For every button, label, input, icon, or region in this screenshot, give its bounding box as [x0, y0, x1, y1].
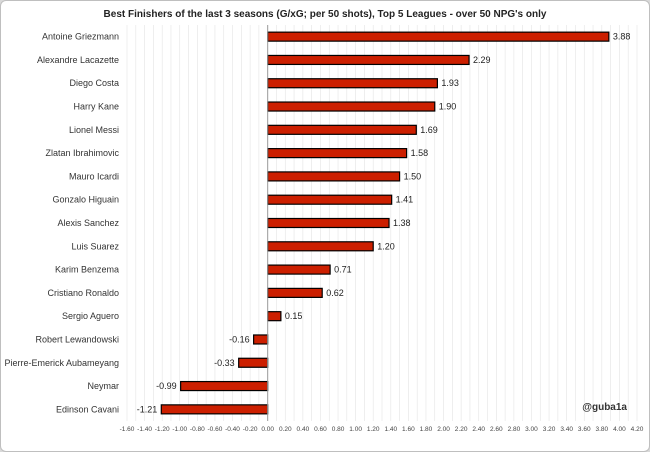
- category-label: Cristiano Ronaldo: [47, 288, 119, 298]
- x-tick-label: 2.60: [490, 426, 503, 433]
- bar: [267, 287, 323, 298]
- value-label: -1.21: [137, 404, 158, 414]
- value-label: 0.62: [326, 288, 344, 298]
- x-tick-label: 3.00: [525, 426, 538, 433]
- category-label: Karim Benzema: [55, 265, 119, 275]
- category-label: Lionel Messi: [69, 125, 119, 135]
- x-tick-label: 2.80: [508, 426, 521, 433]
- x-tick-label: -0.20: [243, 426, 258, 433]
- bar: [267, 264, 331, 275]
- bar: [267, 217, 390, 229]
- x-tick-label: 2.20: [455, 426, 468, 433]
- bar: [267, 124, 417, 135]
- x-tick-label: 1.80: [420, 426, 433, 433]
- chart-title: Best Finishers of the last 3 seasons (G/…: [103, 9, 547, 20]
- category-label: Mauro Icardi: [69, 171, 119, 181]
- bar: [267, 54, 470, 66]
- x-tick-label: 1.60: [402, 426, 415, 433]
- x-tick-label: 2.40: [472, 426, 485, 433]
- value-label: 0.71: [334, 265, 352, 275]
- bar: [267, 31, 610, 42]
- category-label: Diego Costa: [69, 78, 119, 88]
- value-label: 1.38: [393, 218, 411, 228]
- bar: [267, 78, 438, 89]
- x-tick-label: 3.60: [578, 426, 591, 433]
- category-label: Robert Lewandowski: [35, 334, 119, 344]
- category-label: Antoine Griezmann: [42, 32, 119, 42]
- x-tick-label: 3.20: [543, 426, 556, 433]
- value-label: 1.41: [396, 195, 414, 205]
- x-tick-label: 1.20: [367, 426, 380, 433]
- bar: [267, 194, 393, 205]
- bar: [267, 101, 436, 112]
- x-tick-label: 0.60: [314, 426, 327, 433]
- value-label: 3.88: [613, 32, 631, 42]
- category-label: Pierre-Emerick Aubameyang: [4, 358, 119, 368]
- value-label: -0.33: [214, 358, 235, 368]
- value-label: 1.50: [404, 171, 422, 181]
- value-label: 0.15: [285, 311, 303, 321]
- x-tick-label: -0.40: [225, 426, 240, 433]
- bar: [180, 380, 269, 392]
- value-label: 1.90: [439, 102, 457, 112]
- x-tick-label: 4.00: [613, 426, 626, 433]
- bar: [238, 357, 269, 368]
- category-label: Neymar: [87, 381, 119, 391]
- x-tick-label: 0.40: [297, 426, 310, 433]
- x-tick-label: -1.00: [172, 426, 187, 433]
- bar: [267, 171, 401, 182]
- bar: [160, 404, 269, 415]
- value-label: -0.16: [229, 334, 250, 344]
- value-label: 2.29: [473, 55, 491, 65]
- x-tick-label: -1.40: [137, 426, 152, 433]
- value-label: 1.20: [377, 241, 395, 251]
- x-tick-label: 4.20: [631, 426, 644, 433]
- bar: [267, 311, 282, 322]
- category-label: Alexis Sanchez: [57, 218, 119, 228]
- bar: [267, 241, 374, 252]
- category-label: Zlatan Ibrahimovic: [45, 148, 119, 158]
- value-label: 1.93: [441, 78, 459, 88]
- x-tick-label: 0.80: [332, 426, 345, 433]
- x-tick-label: -0.60: [208, 426, 223, 433]
- category-label: Edinson Cavani: [56, 404, 119, 414]
- x-tick-label: 1.00: [349, 426, 362, 433]
- x-tick-label: 2.00: [437, 426, 450, 433]
- x-tick-label: 0.20: [279, 426, 292, 433]
- category-label: Sergio Aguero: [62, 311, 119, 321]
- category-label: Alexandre Lacazette: [37, 55, 119, 65]
- credit-label: @guba1a: [582, 402, 627, 413]
- value-label: 1.69: [420, 125, 438, 135]
- x-tick-label: -1.60: [120, 426, 135, 433]
- category-label: Luis Suarez: [71, 241, 119, 251]
- value-label: 1.58: [411, 148, 429, 158]
- category-label: Harry Kane: [73, 102, 119, 112]
- x-tick-label: -1.20: [155, 426, 170, 433]
- x-tick-label: 1.40: [384, 426, 397, 433]
- bar: [253, 334, 269, 345]
- x-tick-label: -0.80: [190, 426, 205, 433]
- category-label: Gonzalo Higuain: [52, 195, 119, 205]
- x-tick-label: 3.80: [595, 426, 608, 433]
- bar: [267, 148, 408, 159]
- x-tick-label: 3.40: [560, 426, 573, 433]
- x-tick-label: 0.00: [261, 426, 274, 433]
- value-label: -0.99: [156, 381, 177, 391]
